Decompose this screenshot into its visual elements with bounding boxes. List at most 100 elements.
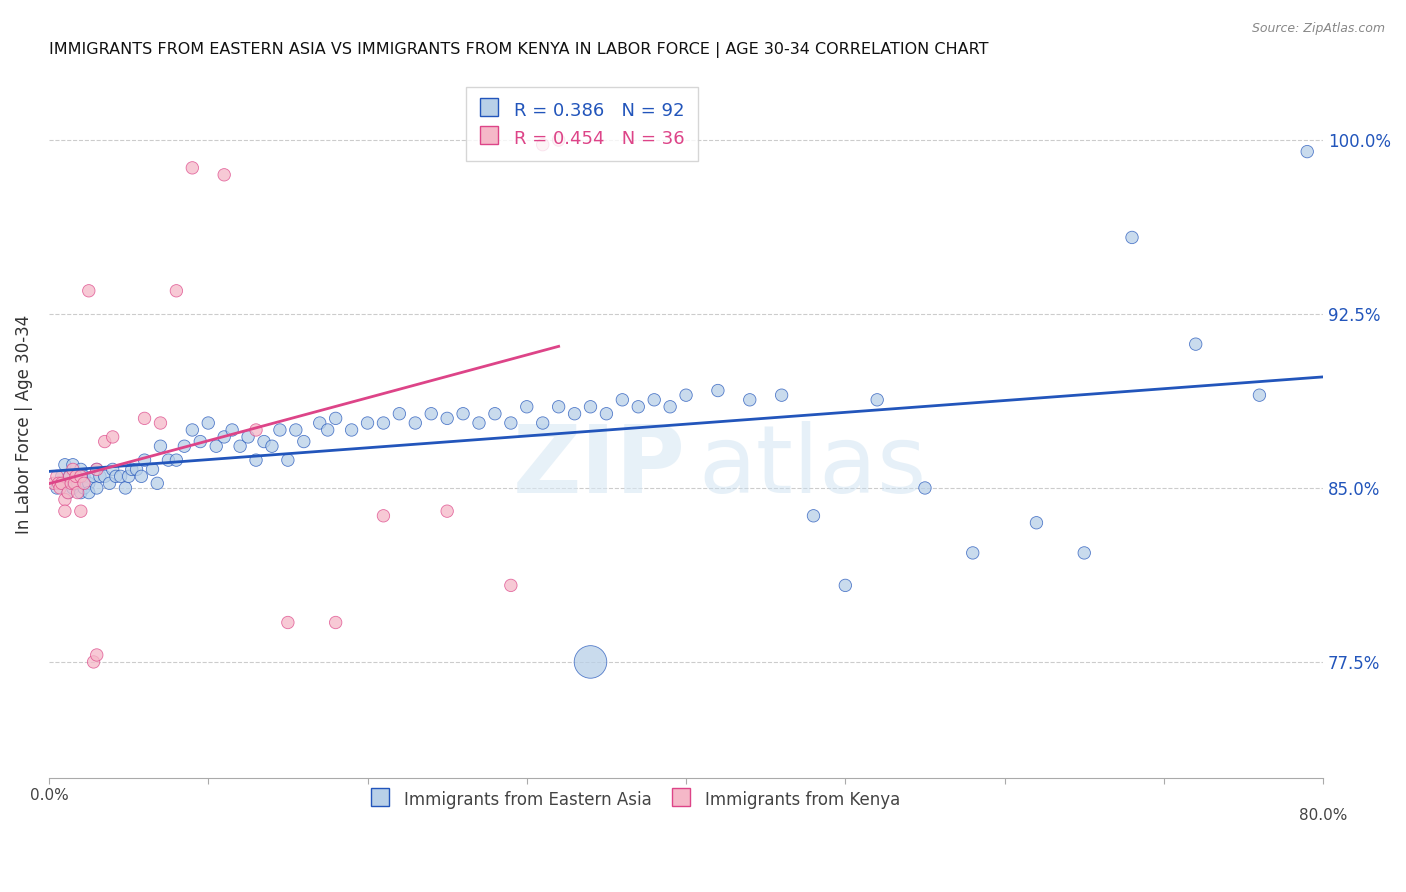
Point (547, 133, 569, 147)
Point (101, 462, 124, 476)
Point (516, 400, 538, 414)
Point (149, 416, 172, 430)
Point (738, 392, 761, 407)
Point (277, 453, 299, 467)
Point (69, 485, 91, 500)
Point (45, 469, 67, 483)
Point (308, 416, 330, 430)
Point (59, 469, 82, 483)
Point (131, 469, 153, 483)
Point (236, 430, 259, 444)
Point (675, 388, 697, 402)
Point (212, 168, 235, 182)
Point (803, 508, 825, 523)
Point (531, 137, 554, 152)
Point (579, 400, 602, 414)
Point (66, 476, 89, 491)
Point (62, 462, 84, 476)
Point (1184, 337, 1206, 351)
Point (579, 655, 602, 669)
Point (53, 492, 76, 507)
Point (325, 411, 347, 425)
Point (373, 508, 395, 523)
Point (110, 469, 132, 483)
Point (146, 476, 169, 491)
Point (451, 407, 474, 421)
Point (181, 423, 204, 437)
Point (125, 462, 148, 476)
Point (165, 453, 187, 467)
Point (141, 462, 163, 476)
Text: IMMIGRANTS FROM EASTERN ASIA VS IMMIGRANTS FROM KENYA IN LABOR FORCE | AGE 30-34: IMMIGRANTS FROM EASTERN ASIA VS IMMIGRAN… (49, 42, 988, 58)
Point (104, 469, 127, 483)
Point (499, 578, 522, 592)
Point (212, 430, 235, 444)
Point (59, 469, 82, 483)
Point (73, 469, 96, 483)
Text: atlas: atlas (699, 421, 927, 513)
Point (93, 434, 115, 449)
Point (60, 476, 83, 491)
Point (595, 407, 617, 421)
Point (531, 416, 554, 430)
Point (834, 578, 856, 592)
Point (73, 476, 96, 491)
Text: Source: ZipAtlas.com: Source: ZipAtlas.com (1251, 22, 1385, 36)
Point (404, 416, 426, 430)
Point (866, 392, 889, 407)
Point (51, 469, 73, 483)
Point (83, 655, 105, 669)
Point (292, 434, 315, 449)
Point (197, 416, 219, 430)
Y-axis label: In Labor Force | Age 30-34: In Labor Force | Age 30-34 (15, 315, 32, 533)
Point (1073, 546, 1095, 560)
Point (65, 469, 87, 483)
Point (436, 504, 458, 518)
Point (98, 476, 121, 491)
Point (134, 411, 156, 425)
Point (73, 481, 96, 495)
Point (63, 476, 86, 491)
Point (1121, 230, 1143, 244)
Point (93, 469, 115, 483)
Point (388, 407, 411, 421)
Point (188, 434, 211, 449)
Point (49, 481, 72, 495)
Point (1296, 145, 1319, 159)
Point (56, 485, 79, 500)
Point (659, 400, 682, 414)
Point (269, 423, 291, 437)
Point (277, 615, 299, 630)
Point (373, 416, 395, 430)
Point (205, 439, 228, 453)
Point (1249, 388, 1271, 402)
Point (45, 481, 67, 495)
Point (89, 469, 111, 483)
Point (914, 481, 936, 495)
Point (48, 476, 70, 491)
Point (134, 453, 156, 467)
Point (564, 407, 586, 421)
Legend: Immigrants from Eastern Asia, Immigrants from Kenya: Immigrants from Eastern Asia, Immigrants… (360, 780, 910, 819)
Point (547, 400, 569, 414)
Point (69, 462, 91, 476)
Point (316, 423, 339, 437)
Point (65, 469, 87, 483)
Point (114, 481, 136, 495)
Point (229, 439, 252, 453)
Point (149, 439, 172, 453)
Point (468, 416, 491, 430)
Point (253, 434, 276, 449)
Point (643, 392, 665, 407)
Point (77, 284, 100, 298)
Point (245, 453, 267, 467)
Point (77, 485, 100, 500)
Point (157, 453, 180, 467)
Point (69, 504, 91, 518)
Point (42, 476, 65, 491)
Point (83, 469, 105, 483)
Point (962, 546, 984, 560)
Point (86, 462, 108, 476)
Point (612, 392, 634, 407)
Point (77, 476, 100, 491)
